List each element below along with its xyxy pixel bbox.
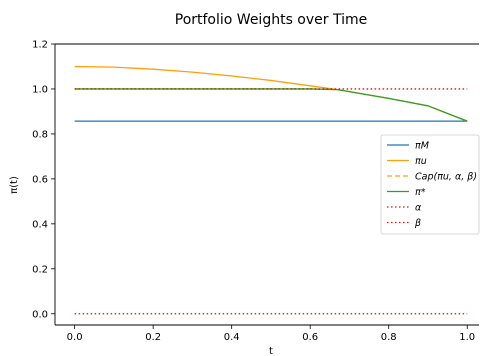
x-tick-label: 0.0 (67, 332, 83, 343)
legend-label: πu (415, 156, 427, 167)
x-tick-label: 0.8 (381, 332, 397, 343)
series-line (74, 88, 468, 122)
x-tick-label: 0.4 (224, 332, 240, 343)
legend: πM πu Cap(πu, α, β) π* αβ (380, 134, 480, 235)
legend-box (380, 134, 480, 235)
x-axis-label: t (269, 346, 273, 356)
x-tick-label: 0.2 (145, 332, 161, 343)
y-tick-label: 0.2 (32, 264, 48, 275)
y-tick-label: 0.4 (32, 219, 48, 230)
x-axis-ticks: 0.0 0.2 0.4 0.6 0.8 1.0 (67, 325, 475, 343)
y-tick-label: 1.2 (32, 40, 48, 51)
legend-label: π* (415, 187, 426, 198)
legend-label: α (415, 203, 422, 214)
y-tick-label: 0.8 (32, 129, 48, 140)
y-tick-label: 1.0 (32, 84, 48, 95)
y-axis-ticks: 0.0 0.2 0.4 0.6 0.8 1.0 1.2 (32, 40, 55, 320)
series-line (74, 88, 468, 122)
y-axis-label: π(t) (9, 176, 20, 194)
legend-label: Cap(πu, α, β) (415, 172, 477, 183)
y-tick-label: 0.6 (32, 174, 48, 185)
x-tick-label: 0.6 (302, 332, 318, 343)
plot-area (54, 43, 479, 326)
y-tick-label: 0.0 (32, 309, 48, 320)
chart-title: Portfolio Weights over Time (175, 12, 368, 28)
legend-label: πM (415, 141, 429, 152)
x-tick-label: 1.0 (459, 332, 475, 343)
legend-label: β (414, 218, 421, 229)
series-line (74, 65, 468, 122)
